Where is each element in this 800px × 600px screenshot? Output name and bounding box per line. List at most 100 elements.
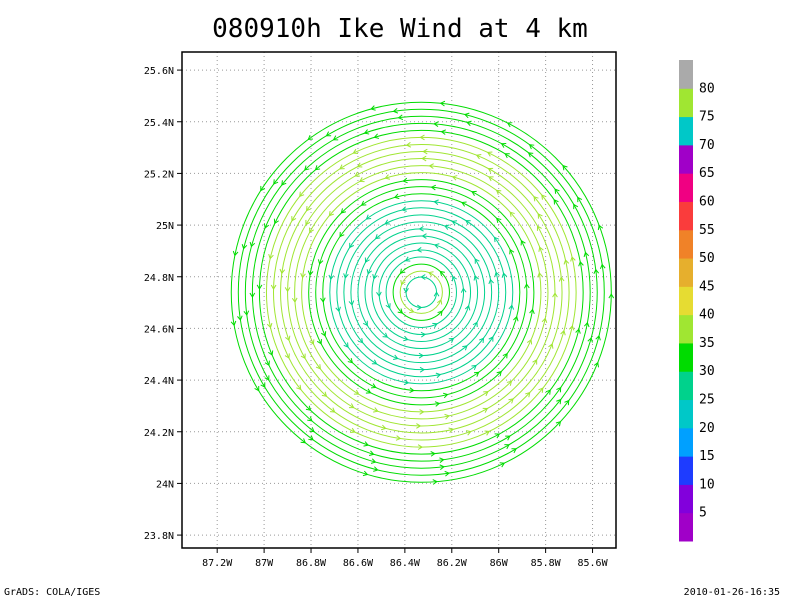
- streamline-arrow: [473, 275, 479, 281]
- streamline-arrow: [400, 279, 406, 286]
- y-tick-label: 25N: [156, 221, 174, 232]
- streamline-arrow: [403, 379, 410, 386]
- streamline-arrow: [532, 359, 538, 365]
- streamline-arrow: [357, 337, 364, 344]
- streamline-arrow: [419, 366, 426, 373]
- streamline-arrow: [305, 405, 312, 411]
- streamline-arrow: [504, 153, 510, 159]
- streamline-arrow: [597, 224, 604, 231]
- y-tick-label: 24.4N: [144, 376, 174, 387]
- x-tick-label: 86W: [490, 558, 509, 569]
- streamline-arrow: [356, 162, 363, 168]
- streamline-arrow: [578, 260, 584, 267]
- colorbar-label: 10: [699, 477, 715, 492]
- streamline-arrow: [461, 201, 467, 207]
- streamline-arrow: [376, 291, 382, 298]
- y-tick-label: 24.8N: [144, 273, 174, 284]
- streamline-arrow: [343, 342, 349, 348]
- streamline-ring: [350, 221, 493, 364]
- streamline-arrow: [308, 435, 314, 441]
- streamline-arrow: [433, 199, 439, 206]
- streamline-ring: [405, 276, 438, 308]
- streamline-ring: [371, 242, 472, 343]
- colorbar-swatch: [679, 371, 693, 401]
- streamline-arrow: [488, 336, 494, 342]
- streamline-arrow: [583, 251, 590, 258]
- y-tick-label: 23.8N: [144, 531, 174, 542]
- colorbar-swatch: [679, 201, 693, 231]
- streamline-arrow: [432, 322, 438, 328]
- streamline-arrow: [509, 211, 515, 217]
- x-tick-label: 86.6W: [343, 558, 374, 569]
- streamline-arrow: [599, 263, 606, 270]
- streamline-arrow: [608, 293, 615, 299]
- streamline-arrow: [291, 297, 298, 304]
- colorbar-swatch: [679, 512, 693, 542]
- streamline-arrow: [575, 328, 581, 334]
- streamline-arrow: [363, 129, 370, 135]
- streamline-arrow: [505, 435, 511, 441]
- streamline-arrow: [537, 213, 543, 219]
- streamline-arrow: [509, 248, 515, 255]
- streamline-arrow: [439, 457, 445, 463]
- streamline-ring: [399, 270, 443, 314]
- streamline-arrow: [291, 216, 297, 222]
- streamline-arrow: [553, 199, 559, 205]
- streamline-arrow: [385, 303, 391, 309]
- x-tick-label: 87.2W: [202, 558, 233, 569]
- streamline-arrow: [273, 179, 279, 185]
- streamline-arrow: [527, 152, 534, 158]
- streamline-arrow: [393, 193, 400, 200]
- streamline-arrow: [484, 430, 491, 436]
- streamline-arrow: [373, 407, 379, 413]
- streamline-arrow: [435, 372, 442, 379]
- streamline-arrow: [268, 253, 274, 260]
- streamline-arrow: [504, 444, 510, 450]
- streamline-arrow: [593, 361, 600, 368]
- streamline-arrow: [300, 438, 307, 444]
- streamline-arrow: [552, 292, 558, 298]
- streamline-arrow: [417, 444, 424, 450]
- streamline-ring: [308, 179, 535, 406]
- x-tick-label: 85.6W: [577, 558, 608, 569]
- streamline-arrow: [420, 331, 427, 338]
- streamline-arrow: [556, 386, 562, 393]
- streamline-arrow: [273, 218, 279, 225]
- colorbar-label: 25: [699, 393, 715, 408]
- streamline-arrow: [328, 210, 334, 217]
- streamline-arrow: [284, 287, 291, 293]
- colorbar-swatch: [679, 144, 693, 174]
- streamline-arrow: [321, 391, 328, 397]
- streamline-arrow: [548, 343, 554, 349]
- streamline-arrow: [463, 112, 470, 119]
- streamline-arrow: [362, 320, 368, 327]
- streamline-arrow: [537, 271, 543, 278]
- streamline-arrow: [243, 310, 250, 316]
- streamline-ring: [357, 228, 486, 357]
- streamline-rings: [230, 100, 615, 485]
- streamline-arrow: [393, 354, 399, 360]
- streamline-arrow: [488, 278, 494, 285]
- streamline-ring: [265, 136, 577, 448]
- streamline-ring: [343, 214, 500, 371]
- streamline-ring: [280, 150, 563, 434]
- x-tick-label: 86.2W: [437, 558, 468, 569]
- streamline-arrow: [564, 399, 570, 406]
- footer-credit: GrADS: COLA/IGES: [4, 587, 101, 598]
- streamline-arrow: [439, 464, 445, 471]
- streamline-arrow: [409, 387, 415, 394]
- colorbar-label: 35: [699, 336, 715, 351]
- streamline-arrow: [321, 331, 327, 337]
- streamline-arrow: [307, 416, 313, 422]
- streamline-arrow: [525, 391, 531, 398]
- streamline-arrow: [381, 424, 387, 431]
- streamline-arrow: [241, 244, 248, 250]
- streamline-arrow: [460, 287, 467, 293]
- streamline-arrow: [573, 203, 579, 210]
- colorbar-label: 20: [699, 421, 715, 436]
- streamline-arrow: [465, 220, 471, 226]
- plot-frame: [181, 51, 617, 549]
- streamline-arrow: [434, 401, 441, 407]
- streamline-arrow: [496, 217, 502, 224]
